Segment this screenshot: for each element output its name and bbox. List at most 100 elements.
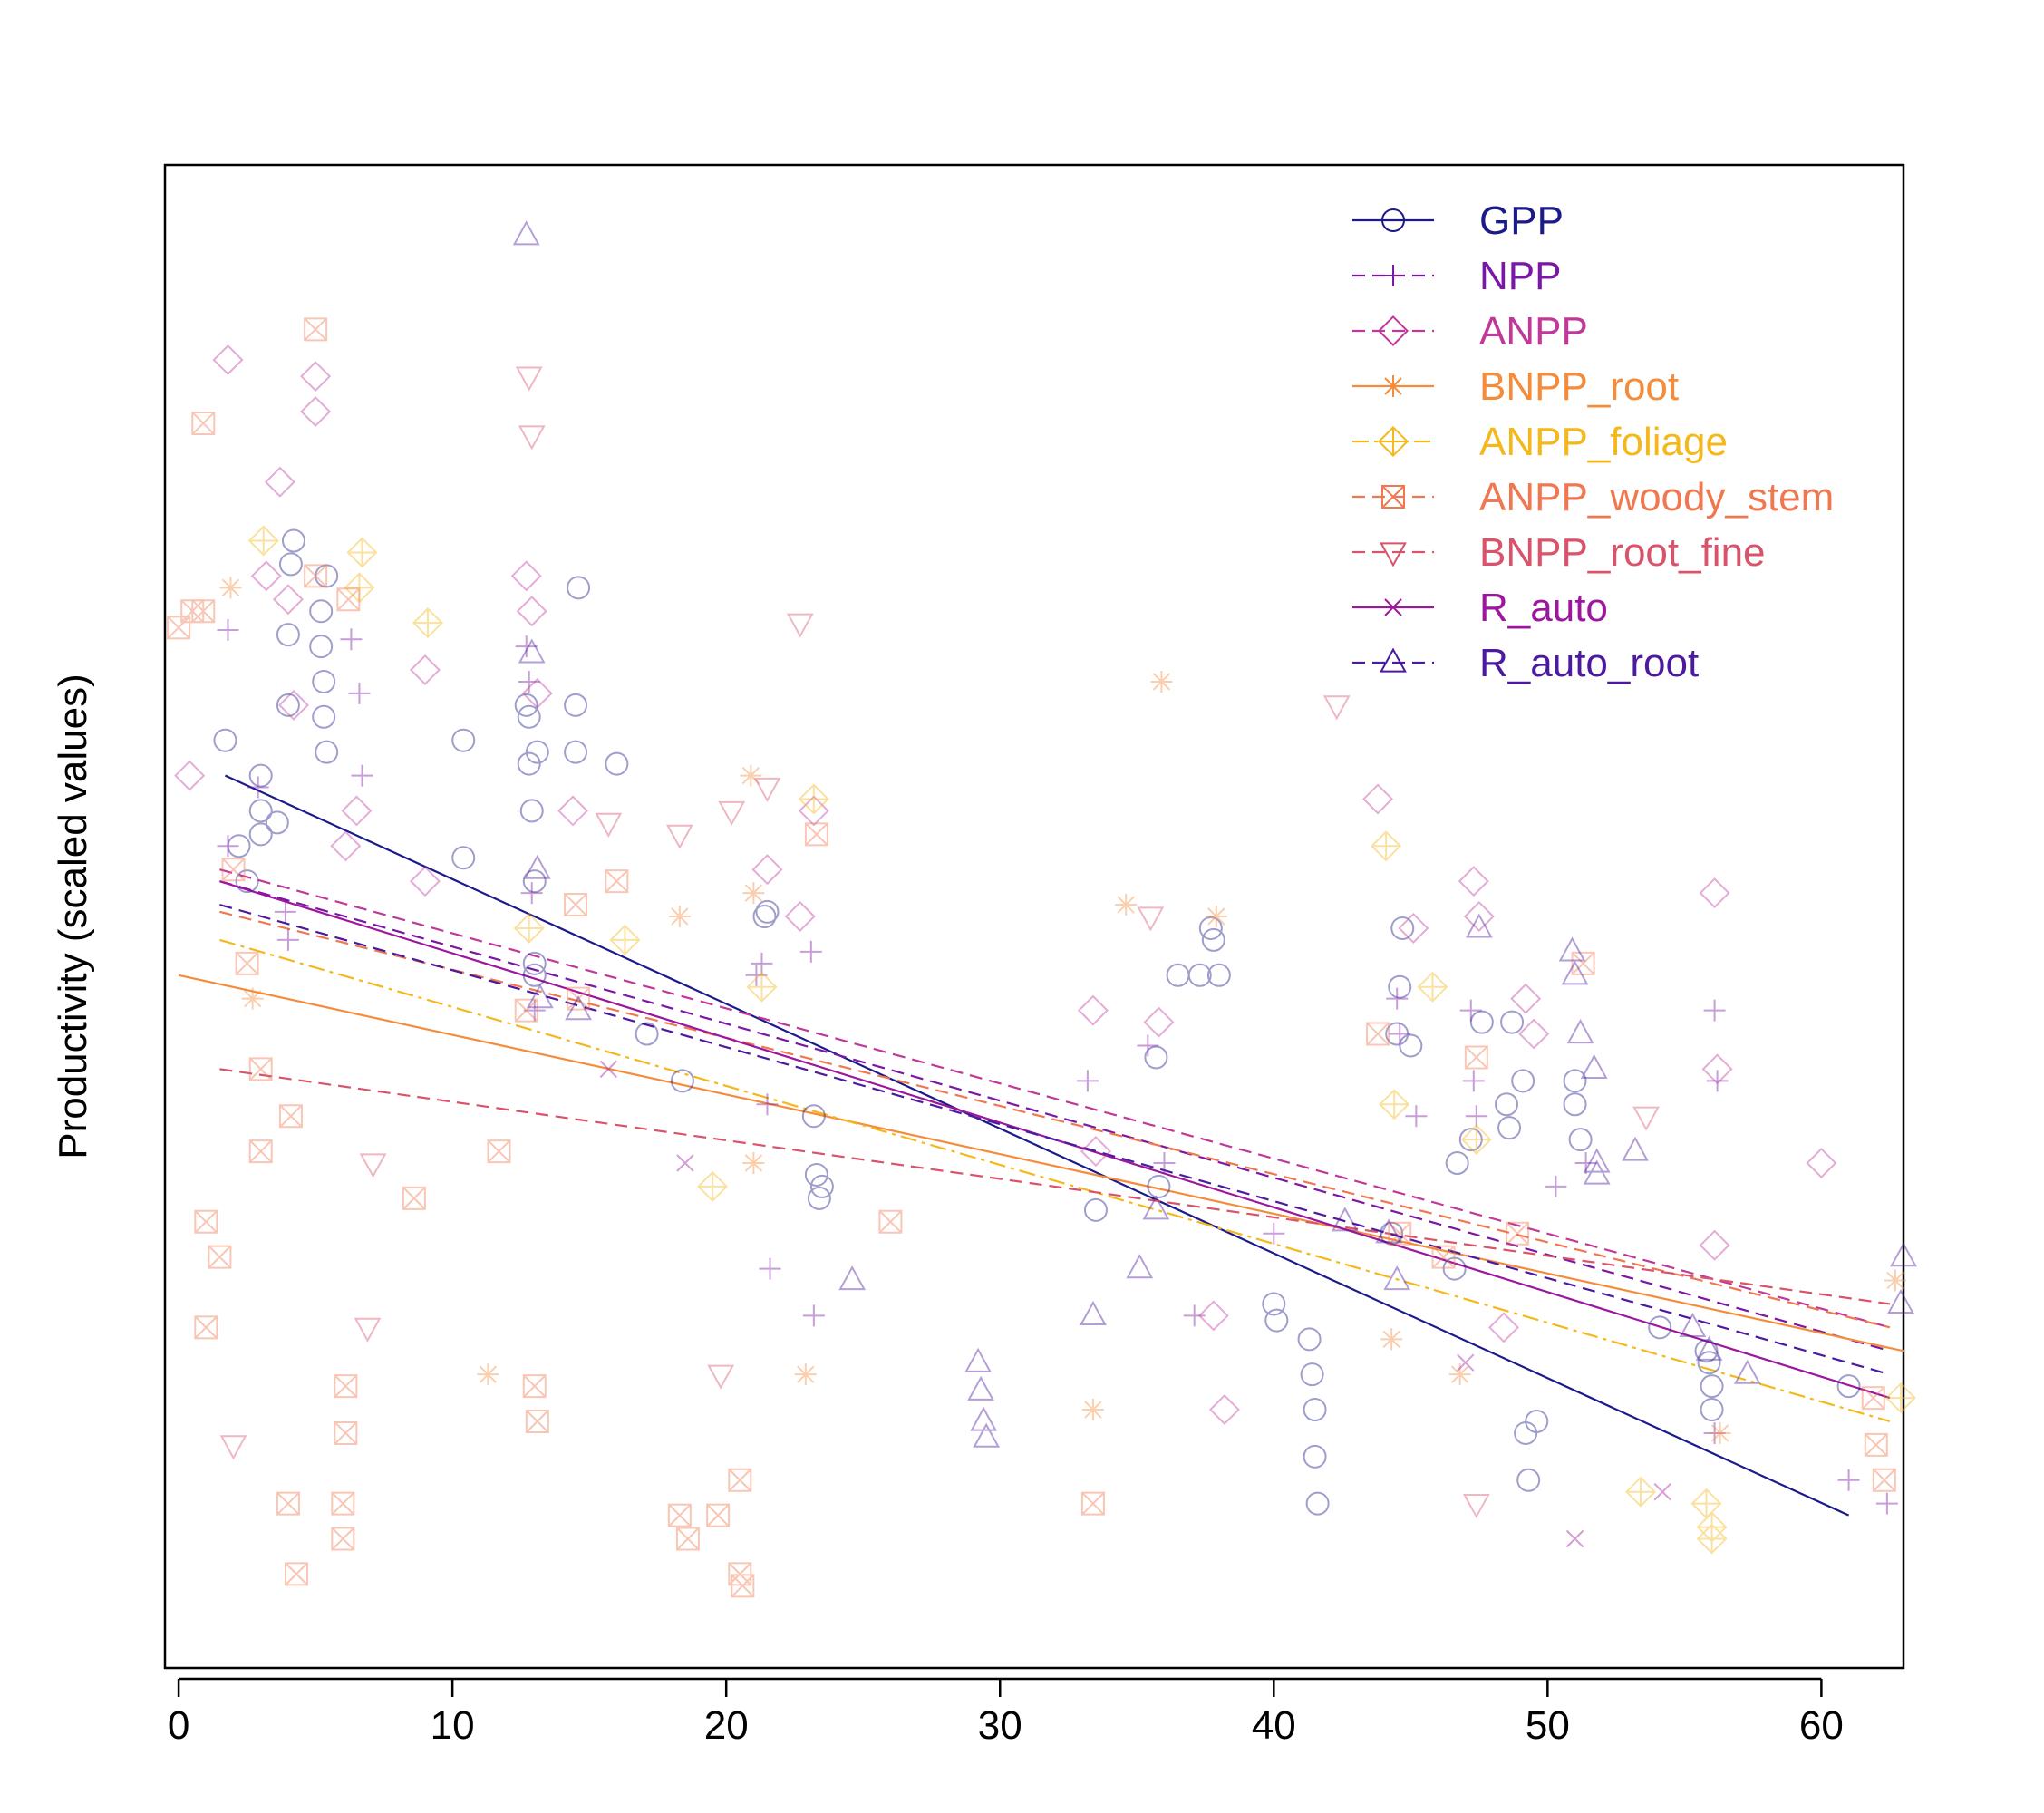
data-point xyxy=(248,799,273,823)
data-point xyxy=(523,854,551,879)
fit-line-ANPP_woody_stem xyxy=(219,910,1891,1329)
data-point xyxy=(1081,1399,1104,1421)
data-point xyxy=(1699,877,1730,909)
data-point xyxy=(1510,983,1542,1014)
legend-item-ANPP_woody_stem: ANPP_woody_stem xyxy=(1352,475,1834,519)
data-point xyxy=(742,882,765,905)
data-point xyxy=(265,810,289,835)
data-point xyxy=(1464,1045,1488,1070)
data-point xyxy=(1153,1152,1176,1175)
data-point xyxy=(281,528,305,553)
data-point xyxy=(1388,974,1412,999)
data-point xyxy=(525,1409,549,1433)
data-point xyxy=(1837,1469,1860,1491)
data-point xyxy=(276,623,300,647)
data-point xyxy=(1465,913,1493,938)
data-point xyxy=(517,751,541,776)
data-point xyxy=(217,835,239,858)
data-point xyxy=(1362,783,1394,815)
data-point xyxy=(1514,1420,1538,1445)
data-point xyxy=(1264,1308,1289,1333)
data-point xyxy=(1465,1105,1487,1128)
data-point xyxy=(798,795,829,827)
data-point xyxy=(1709,1421,1731,1444)
fit-line-NPP xyxy=(219,880,1891,1352)
data-point xyxy=(519,799,544,823)
data-point xyxy=(521,677,553,709)
data-point xyxy=(312,669,336,693)
data-point xyxy=(348,682,371,704)
x-tick-label: 0 xyxy=(168,1703,189,1748)
data-point xyxy=(1497,1116,1522,1140)
data-point xyxy=(241,987,264,1010)
data-point xyxy=(1137,906,1165,932)
data-point xyxy=(1561,960,1589,985)
x-tick-label: 20 xyxy=(704,1703,749,1748)
data-point xyxy=(274,900,296,923)
x-axis: 0 10 20 30 40 50 60 xyxy=(168,1677,1844,1748)
data-point xyxy=(1563,1069,1587,1093)
regression-lines xyxy=(178,774,1904,1517)
data-point xyxy=(1884,1382,1916,1414)
data-point xyxy=(1625,1476,1657,1508)
data-point xyxy=(794,1363,817,1386)
data-point xyxy=(1574,1152,1597,1175)
data-point xyxy=(1399,1033,1423,1058)
data-point xyxy=(1525,1409,1549,1433)
data-point xyxy=(1262,1292,1286,1316)
data-point xyxy=(1187,963,1212,987)
data-point xyxy=(1080,1300,1107,1326)
data-point xyxy=(513,912,545,944)
data-point xyxy=(1701,1053,1733,1085)
legend-label: BNPP_root xyxy=(1479,364,1679,409)
data-point xyxy=(409,654,441,685)
data-point xyxy=(1694,1339,1719,1363)
data-point xyxy=(1836,1374,1861,1399)
series-ANPP_woody_stem-points xyxy=(167,317,1896,1598)
data-point xyxy=(1864,1432,1888,1457)
legend-label: GPP xyxy=(1479,199,1564,243)
data-point xyxy=(518,638,546,664)
data-point xyxy=(1806,1148,1837,1179)
data-point xyxy=(745,964,768,986)
data-point xyxy=(1205,906,1227,927)
data-point xyxy=(751,952,773,974)
data-point xyxy=(1462,1070,1485,1092)
data-point xyxy=(1622,1136,1649,1161)
data-point xyxy=(1417,971,1448,1003)
data-point xyxy=(567,986,591,1011)
data-point xyxy=(1080,1491,1105,1516)
data-point xyxy=(1389,1023,1411,1045)
data-point xyxy=(1331,1207,1359,1232)
data-point xyxy=(248,1057,273,1081)
data-point xyxy=(522,963,547,987)
data-point xyxy=(359,1153,387,1178)
data-point xyxy=(1147,1174,1171,1198)
data-point xyxy=(564,693,588,717)
data-point xyxy=(1371,830,1402,862)
data-point xyxy=(1545,1175,1567,1197)
data-point xyxy=(309,635,334,659)
series-BNPP_root_fine-points xyxy=(219,366,1660,1519)
data-point xyxy=(635,1022,659,1046)
data-point xyxy=(784,900,816,933)
data-point xyxy=(191,411,216,435)
data-point xyxy=(1703,1421,1726,1444)
data-point xyxy=(526,984,554,1009)
data-point xyxy=(809,1174,834,1198)
data-point xyxy=(1458,1128,1483,1152)
data-point xyxy=(964,1347,992,1372)
data-point xyxy=(276,693,300,717)
data-point xyxy=(1861,1386,1885,1411)
legend-item-BNPP_root: BNPP_root xyxy=(1352,364,1679,409)
data-point xyxy=(1695,1335,1723,1361)
data-point xyxy=(718,800,746,826)
data-point xyxy=(802,1304,825,1327)
data-point xyxy=(1495,1092,1519,1117)
legend-marker xyxy=(1377,425,1409,458)
legend-item-R_auto_root: R_auto_root xyxy=(1352,641,1699,685)
data-point xyxy=(668,906,691,927)
data-point xyxy=(1385,1022,1409,1046)
data-point xyxy=(753,777,781,802)
series-NPP-points xyxy=(217,618,1898,1515)
